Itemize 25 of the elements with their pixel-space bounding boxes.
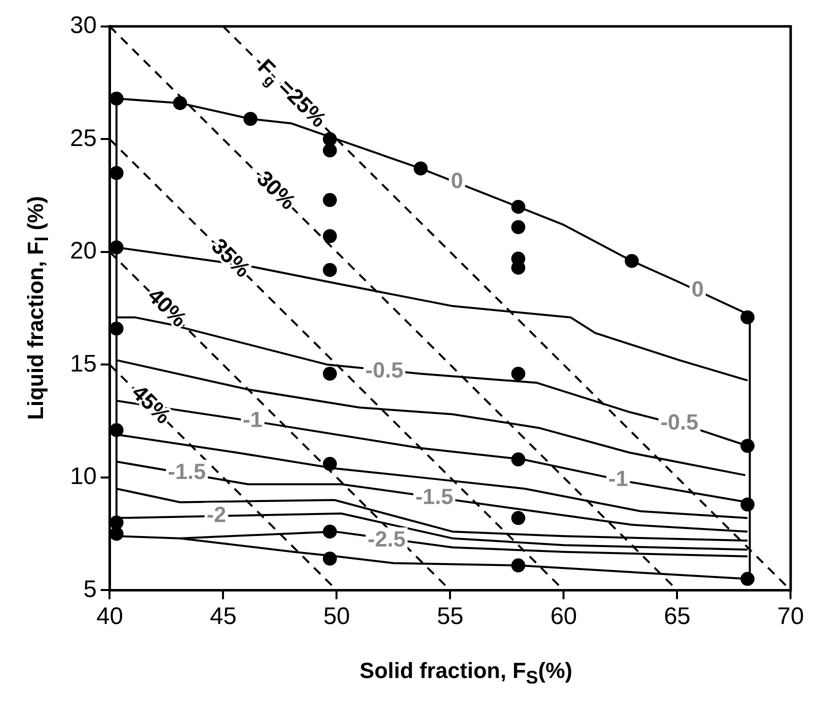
annotation: -2 <box>206 502 226 527</box>
y-tick-label: 20 <box>70 238 97 265</box>
x-axis-title: Solid fraction, F$_{S}$(%) <box>360 658 572 688</box>
y-tick-label: 5 <box>83 576 97 603</box>
annotation: -0.5 <box>365 358 404 383</box>
x-tick-label: 55 <box>436 603 464 630</box>
annotation: -2.5 <box>368 526 406 552</box>
y-tick-label: 10 <box>70 463 97 490</box>
x-tick-label: 60 <box>550 603 578 630</box>
annotation: -1.5 <box>168 458 206 484</box>
annotation: -1 <box>242 407 262 432</box>
x-tick-label: 40 <box>96 603 124 630</box>
annotation: -1.5 <box>415 484 454 509</box>
x-tick-label: 65 <box>664 603 691 630</box>
x-tick-label: 45 <box>210 603 237 630</box>
annotation: 0 <box>450 168 464 194</box>
annotation: -0.5 <box>660 409 698 434</box>
annotation: -1 <box>608 466 628 491</box>
y-tick-label: 15 <box>70 350 97 378</box>
annotation: 0 <box>691 276 704 302</box>
text: 40% <box>143 282 192 332</box>
x-tick-label: 70 <box>777 603 804 630</box>
y-tick-label: 25 <box>70 124 97 152</box>
x-tick-label: 50 <box>323 603 350 630</box>
y-tick-label: 30 <box>70 12 97 40</box>
